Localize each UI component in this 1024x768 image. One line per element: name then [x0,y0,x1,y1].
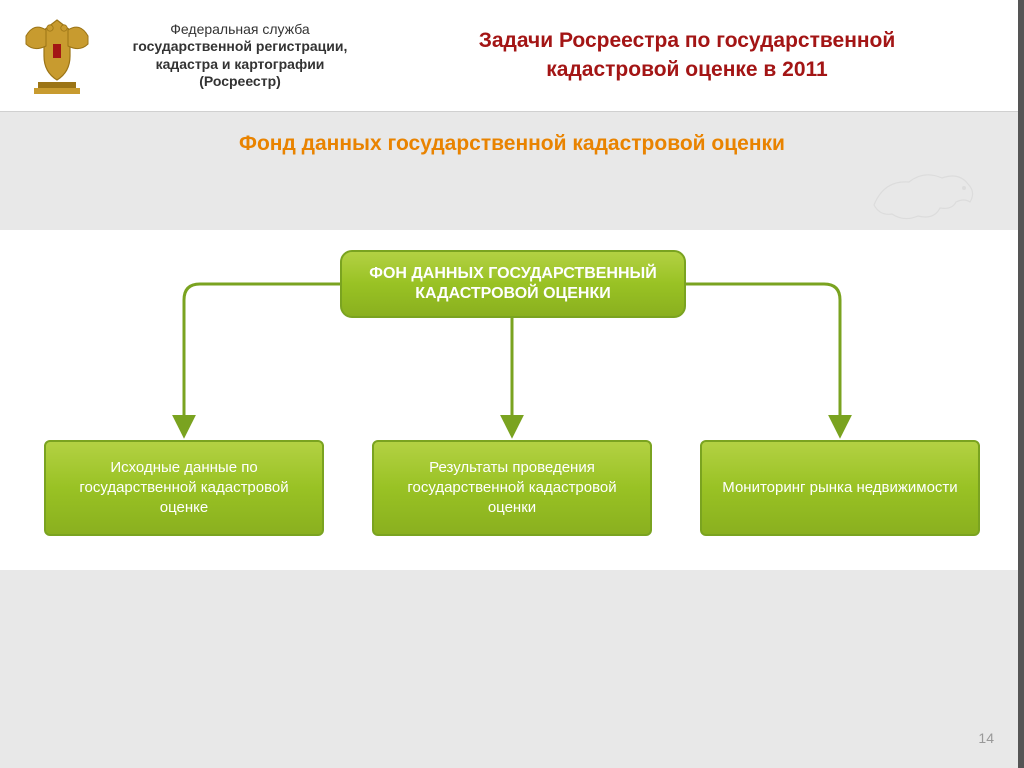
diagram: ФОН ДАННЫХ ГОСУДАРСТВЕННЫЙ КАДАСТРОВОЙ О… [0,230,1024,570]
page-number: 14 [978,730,994,746]
org-line-1: Федеральная служба [110,21,370,39]
diagram-child-label: Результаты проведения государственной ка… [388,458,636,519]
org-line-2: государственной регистрации, [110,38,370,56]
diagram-child-node: Исходные данные по государственной кадас… [44,440,324,536]
diagram-child-node: Результаты проведения государственной ка… [372,440,652,536]
scrollbar-shadow [1018,0,1024,768]
diagram-child-label: Мониторинг рынка недвижимости [722,478,957,498]
title-line-2: кадастровой оценке в 2011 [370,56,1004,84]
org-name: Федеральная служба государственной регис… [110,21,370,91]
diagram-root-label: ФОН ДАННЫХ ГОСУДАРСТВЕННЫЙ КАДАСТРОВОЙ О… [356,264,670,304]
page-title: Задачи Росреестра по государственной кад… [370,27,1004,84]
diagram-root-node: ФОН ДАННЫХ ГОСУДАРСТВЕННЫЙ КАДАСТРОВОЙ О… [340,250,686,318]
diagram-child-label: Исходные данные по государственной кадас… [60,458,308,519]
bear-watermark-icon [864,150,984,240]
org-line-3: кадастра и картографии [110,56,370,74]
org-line-4: (Росреестр) [110,73,370,91]
title-line-1: Задачи Росреестра по государственной [370,27,1004,55]
emblem-icon [20,16,94,96]
header: Федеральная служба государственной регис… [0,0,1024,112]
diagram-child-node: Мониторинг рынка недвижимости [700,440,980,536]
